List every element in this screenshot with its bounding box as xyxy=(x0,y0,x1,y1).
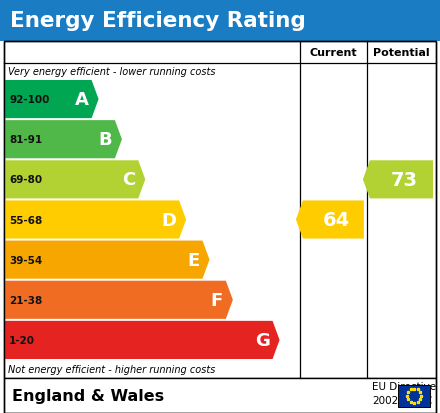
Text: G: G xyxy=(255,331,270,349)
Polygon shape xyxy=(4,241,209,279)
Text: England & Wales: England & Wales xyxy=(12,388,164,403)
Text: A: A xyxy=(75,91,88,109)
Text: B: B xyxy=(98,131,112,149)
Text: 92-100: 92-100 xyxy=(9,95,49,105)
Text: 73: 73 xyxy=(391,171,418,190)
Text: 21-38: 21-38 xyxy=(9,295,42,305)
Text: C: C xyxy=(122,171,135,189)
Text: 55-68: 55-68 xyxy=(9,215,42,225)
Bar xyxy=(4,378,436,413)
Polygon shape xyxy=(4,81,99,119)
Polygon shape xyxy=(296,201,364,239)
Polygon shape xyxy=(4,321,279,359)
Text: EU Directive
2002/91/EC: EU Directive 2002/91/EC xyxy=(372,382,436,406)
Bar xyxy=(398,385,430,406)
Bar xyxy=(4,42,436,378)
Polygon shape xyxy=(4,161,145,199)
Polygon shape xyxy=(4,121,122,159)
Text: D: D xyxy=(161,211,176,229)
Text: Current: Current xyxy=(310,48,357,58)
Text: Not energy efficient - higher running costs: Not energy efficient - higher running co… xyxy=(8,364,215,374)
Text: 64: 64 xyxy=(323,211,350,230)
Text: Energy Efficiency Rating: Energy Efficiency Rating xyxy=(10,11,306,31)
Text: Potential: Potential xyxy=(373,48,430,58)
Polygon shape xyxy=(4,201,186,239)
Text: 81-91: 81-91 xyxy=(9,135,42,145)
Polygon shape xyxy=(4,281,233,319)
Text: 39-54: 39-54 xyxy=(9,255,42,265)
Bar xyxy=(4,42,436,413)
Text: F: F xyxy=(211,291,223,309)
Text: 1-20: 1-20 xyxy=(9,335,35,345)
Text: 69-80: 69-80 xyxy=(9,175,42,185)
Bar xyxy=(0,0,440,42)
Text: E: E xyxy=(187,251,199,269)
Text: Very energy efficient - lower running costs: Very energy efficient - lower running co… xyxy=(8,67,216,77)
Polygon shape xyxy=(363,161,433,199)
